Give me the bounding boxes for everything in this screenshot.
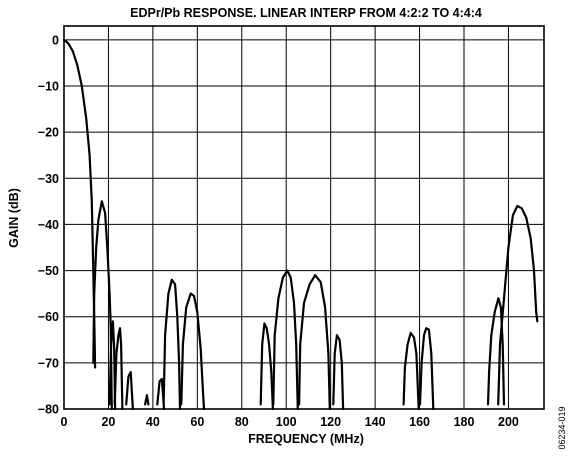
response-lobe <box>180 292 206 411</box>
y-tick-label: −50 <box>38 264 59 278</box>
figure-code: 06234-019 <box>557 406 567 449</box>
response-lobe <box>298 274 331 411</box>
response-lobe <box>108 320 117 411</box>
response-lobe <box>62 38 97 369</box>
x-tick-label: 80 <box>235 415 249 429</box>
y-tick-label: 0 <box>52 33 59 47</box>
x-axis-label: FREQUENCY (MHz) <box>248 432 364 446</box>
response-lobe <box>402 331 420 411</box>
x-axis-ticks: 0 20 40 60 80 100 120 140 160 180 200 <box>61 415 519 429</box>
response-lobe <box>113 327 124 411</box>
y-tick-label: −70 <box>38 356 59 370</box>
response-lobe <box>272 269 299 411</box>
x-tick-label: 120 <box>320 415 341 429</box>
x-tick-label: 160 <box>409 415 430 429</box>
x-tick-label: 200 <box>498 415 519 429</box>
y-axis-label: GAIN (dB) <box>7 188 21 248</box>
x-tick-label: 100 <box>276 415 297 429</box>
y-tick-label: −80 <box>38 403 59 417</box>
response-lobe <box>162 278 182 411</box>
response-lobe <box>332 334 345 411</box>
chart-title: EDPr/Pb RESPONSE. LINEAR INTERP FROM 4:2… <box>130 6 482 20</box>
response-curve <box>62 38 539 411</box>
response-lobe <box>144 394 150 406</box>
x-tick-label: 20 <box>101 415 115 429</box>
x-tick-label: 40 <box>146 415 160 429</box>
response-lobe <box>486 297 506 406</box>
y-axis-ticks: 0 −10 −20 −30 −40 −50 −60 −70 −80 <box>38 33 59 416</box>
y-tick-label: −60 <box>38 310 59 324</box>
plot-area <box>63 25 545 410</box>
response-lobe <box>125 371 134 411</box>
response-lobe <box>259 322 274 411</box>
x-tick-label: 60 <box>190 415 204 429</box>
response-lobe <box>418 327 435 411</box>
y-tick-label: −40 <box>38 218 59 232</box>
grid <box>64 26 544 409</box>
x-tick-label: 140 <box>365 415 386 429</box>
x-tick-label: 180 <box>454 415 475 429</box>
y-tick-label: −10 <box>38 79 59 93</box>
y-tick-label: −20 <box>38 126 59 140</box>
response-lobe <box>92 200 113 411</box>
x-tick-label: 0 <box>61 415 68 429</box>
y-tick-label: −30 <box>38 172 59 186</box>
response-lobe <box>497 204 539 406</box>
